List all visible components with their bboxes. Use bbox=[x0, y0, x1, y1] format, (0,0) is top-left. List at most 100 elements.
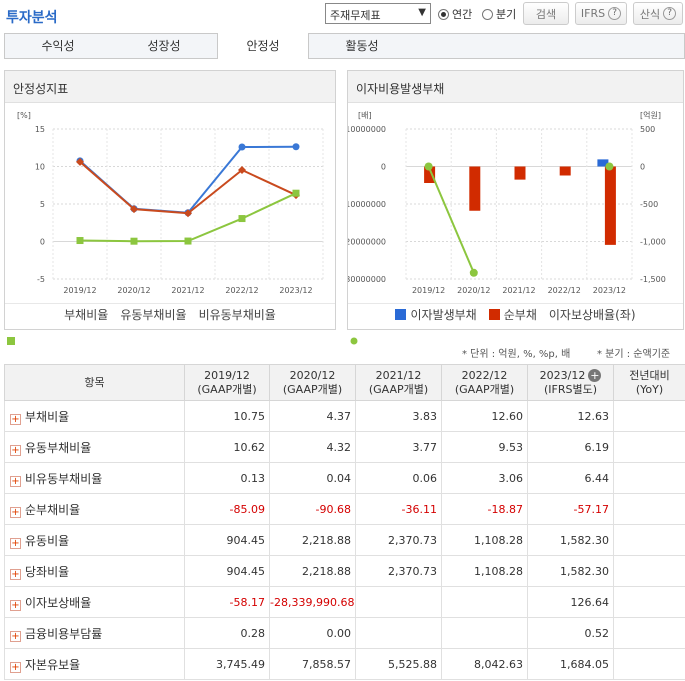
header-sublabel: (GAAP개별) bbox=[368, 382, 429, 396]
row-label: 당좌비율 bbox=[25, 564, 70, 579]
value-cell: 10.75 bbox=[184, 400, 270, 432]
legend-net-debt[interactable]: 순부채 bbox=[488, 306, 537, 323]
chevron-down-icon: ▼ bbox=[418, 7, 426, 18]
left-tick-label: 0 bbox=[381, 163, 386, 172]
header-2022: 2022/12 (GAAP개별) bbox=[441, 364, 528, 401]
data-point bbox=[130, 237, 138, 245]
value-cell: 10.62 bbox=[184, 431, 270, 463]
table-row: + 당좌비율 904.45 2,218.88 2,370.73 1,108.28 1,582… bbox=[4, 555, 685, 587]
radio-quarter[interactable]: 분기 bbox=[482, 6, 516, 22]
search-button[interactable]: 검색 bbox=[523, 2, 569, 25]
expand-plus-icon[interactable]: + bbox=[10, 475, 21, 487]
formula-help-button[interactable]: 산식 ? bbox=[633, 2, 683, 25]
value-cell bbox=[613, 493, 685, 525]
statement-type-value: 주재무제표 bbox=[330, 9, 381, 22]
value-cell: 2,218.88 bbox=[269, 524, 356, 556]
value-cell: -57.17 bbox=[527, 493, 614, 525]
coverage-point bbox=[605, 162, 614, 171]
expand-plus-icon[interactable]: + bbox=[10, 537, 21, 549]
value-cell: 904.45 bbox=[184, 555, 270, 587]
row-name-cell: + 유동부채비율 bbox=[4, 431, 185, 463]
add-column-icon[interactable]: + bbox=[588, 368, 602, 382]
data-point bbox=[184, 209, 192, 218]
row-label: 유동비율 bbox=[25, 533, 70, 548]
y-tick-label: -5 bbox=[37, 275, 45, 284]
value-cell: 7,858.57 bbox=[269, 648, 356, 680]
left-tick-label: 10000000 bbox=[348, 200, 386, 209]
value-cell: 4.32 bbox=[269, 431, 356, 463]
radio-annual-label: 연간 bbox=[452, 8, 473, 21]
value-cell: 1,108.28 bbox=[441, 555, 528, 587]
tab-profitability[interactable]: 수익성 bbox=[41, 39, 75, 53]
value-cell: 0.28 bbox=[184, 617, 270, 649]
radio-unchecked-icon bbox=[482, 8, 493, 20]
table-row: + 비유동부채비율 0.13 0.04 0.06 3.06 6.44 bbox=[4, 462, 685, 494]
tab-activity[interactable]: 활동성 bbox=[345, 39, 379, 53]
header-2019: 2019/12 (GAAP개별) bbox=[184, 364, 270, 401]
header-label: 2019/12 bbox=[204, 368, 250, 382]
value-cell: 12.63 bbox=[527, 400, 614, 432]
value-cell: -58.17 bbox=[184, 586, 270, 618]
data-point bbox=[292, 143, 300, 151]
stability-chart: [%] 15 10 5 0 -5 2019/12 2020/12 2021/12 2022/12 2… bbox=[17, 111, 324, 295]
header-label: 2022/12 bbox=[461, 368, 508, 382]
legend-interest-bearing-debt[interactable]: 이자발생부채 bbox=[395, 306, 477, 323]
radio-annual[interactable]: 연간 bbox=[438, 6, 472, 22]
data-point bbox=[238, 143, 246, 151]
row-label: 순부채비율 bbox=[25, 502, 81, 517]
legend-noncurrent-debt-ratio[interactable]: 비유동부채비율 bbox=[7, 306, 276, 345]
tab-stability[interactable]: 안정성 bbox=[217, 33, 309, 59]
value-cell: 5,525.88 bbox=[355, 648, 442, 680]
value-cell: 0.13 bbox=[184, 462, 270, 494]
x-tick-label: 2021/12 bbox=[171, 286, 204, 295]
expand-plus-icon[interactable]: + bbox=[10, 599, 21, 611]
value-cell bbox=[613, 586, 685, 618]
expand-plus-icon[interactable]: + bbox=[10, 444, 21, 456]
expand-plus-icon[interactable]: + bbox=[10, 568, 21, 580]
value-cell: -18.87 bbox=[441, 493, 528, 525]
expand-plus-icon[interactable]: + bbox=[10, 506, 21, 518]
legend-interest-coverage[interactable]: 이자보상배율(좌) bbox=[350, 306, 636, 345]
right-tick-label: 0 bbox=[640, 163, 645, 172]
net-debt-bar bbox=[514, 166, 526, 180]
value-cell: 6.19 bbox=[527, 431, 614, 463]
table-row: + 유동부채비율 10.62 4.32 3.77 9.53 6.19 bbox=[4, 431, 685, 463]
expand-plus-icon[interactable]: + bbox=[10, 630, 21, 642]
data-point bbox=[238, 166, 246, 175]
data-point bbox=[238, 215, 246, 223]
interest-debt-chart: [배] [억원] 500 0 -500 -1,000 -1,500 10000000 0 1000… bbox=[348, 110, 666, 295]
value-cell bbox=[613, 555, 685, 587]
value-cell: 8,042.63 bbox=[441, 648, 528, 680]
row-label: 비유동부채비율 bbox=[25, 471, 103, 486]
tab-growth[interactable]: 성장성 bbox=[147, 39, 181, 53]
ifrs-label: IFRS bbox=[580, 7, 606, 20]
row-label: 부채비율 bbox=[25, 409, 70, 424]
coverage-point bbox=[469, 268, 478, 277]
stability-chart-panel: 안정성지표 [%] 15 10 5 0 -5 2019/12 2020/12 2021/12 20… bbox=[4, 70, 336, 345]
ifrs-help-button[interactable]: IFRS ? bbox=[575, 2, 627, 25]
data-point bbox=[184, 237, 192, 245]
legend-debt-ratio[interactable]: 부채비율 bbox=[7, 306, 109, 345]
value-cell: 1,684.05 bbox=[527, 648, 614, 680]
data-point bbox=[76, 237, 84, 245]
legend-current-debt-ratio[interactable]: 유동부채비율 bbox=[7, 306, 187, 345]
statement-type-select[interactable]: 주재무제표 ▼ bbox=[325, 3, 431, 24]
legend-label: 부채비율 bbox=[64, 308, 109, 322]
header-yoy: 전년대비 (YoY) bbox=[613, 364, 685, 401]
value-cell: 126.64 bbox=[527, 586, 614, 618]
value-cell: 0.06 bbox=[355, 462, 442, 494]
expand-plus-icon[interactable]: + bbox=[10, 413, 21, 425]
question-icon: ? bbox=[663, 7, 677, 20]
x-tick-label: 2023/12 bbox=[279, 286, 312, 295]
row-name-cell: + 유동비율 bbox=[4, 524, 185, 556]
y-tick-label: 10 bbox=[35, 163, 45, 172]
row-name-cell: + 금융비용부담률 bbox=[4, 617, 185, 649]
expand-plus-icon[interactable]: + bbox=[10, 661, 21, 673]
header-sublabel: (YoY) bbox=[635, 382, 664, 396]
header-label: 항목 bbox=[84, 375, 105, 389]
table-header-row: 항목 2019/12 (GAAP개별) 2020/12 (GAAP개별) 2021/… bbox=[4, 364, 685, 401]
row-label: 이자보상배율 bbox=[25, 595, 92, 610]
value-cell bbox=[613, 462, 685, 494]
value-cell bbox=[355, 586, 442, 618]
legend-label: 이자발생부채 bbox=[410, 308, 477, 322]
